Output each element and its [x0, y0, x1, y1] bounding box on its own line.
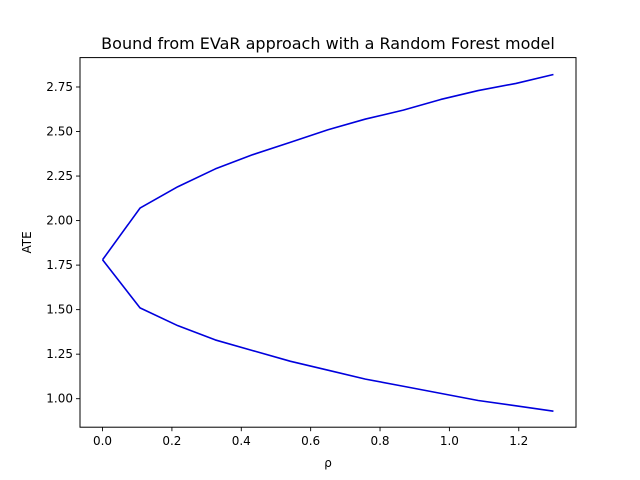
y-tick-label: 2.00	[46, 214, 73, 228]
x-tick-label: 0.2	[162, 434, 181, 448]
y-axis-ticks: 1.00 1.25 1.50 1.75 2.00 2.25 2.50 2.75	[46, 80, 80, 406]
x-tick-label: 0.8	[370, 434, 389, 448]
y-axis-label: ATE	[20, 231, 34, 253]
y-tick-label: 2.75	[46, 80, 73, 94]
y-tick-label: 1.50	[46, 303, 73, 317]
series-layer	[101, 73, 554, 412]
series-line-2	[101, 259, 554, 412]
chart-title: Bound from EVaR approach with a Random F…	[101, 34, 555, 53]
x-tick-label: 1.2	[509, 434, 528, 448]
y-tick-label: 1.25	[46, 347, 73, 361]
x-axis-label: ρ	[324, 456, 332, 470]
series-line-1	[101, 73, 554, 261]
y-tick-label: 2.25	[46, 169, 73, 183]
y-tick-label: 1.75	[46, 258, 73, 272]
y-tick-label: 1.00	[46, 392, 73, 406]
y-tick-label: 2.50	[46, 125, 73, 139]
x-tick-label: 0.4	[232, 434, 251, 448]
x-tick-label: 1.0	[440, 434, 459, 448]
x-axis-ticks: 0.0 0.2 0.4 0.6 0.8 1.0 1.2	[93, 427, 528, 448]
plot-frame	[79, 57, 577, 428]
x-tick-label: 0.0	[93, 434, 112, 448]
x-tick-label: 0.6	[301, 434, 320, 448]
